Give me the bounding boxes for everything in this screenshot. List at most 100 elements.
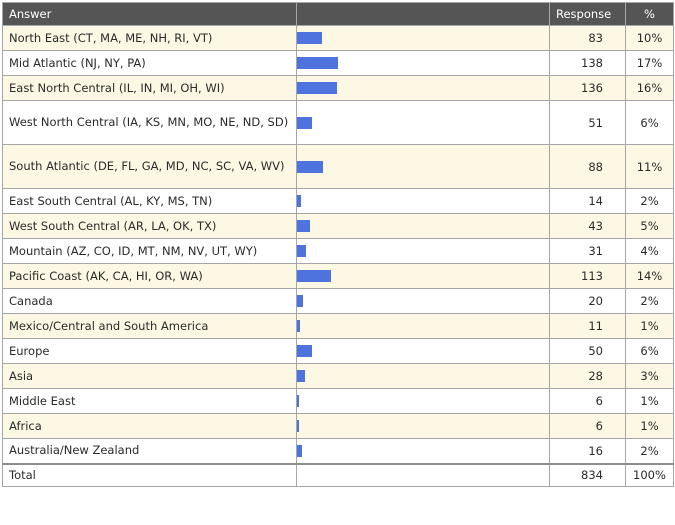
response-bar — [297, 320, 300, 332]
total-label: Total — [2, 462, 297, 487]
response-count: 14 — [549, 188, 626, 214]
response-percent: 2% — [625, 188, 674, 214]
response-bar — [297, 82, 337, 94]
response-percent: 16% — [625, 75, 674, 101]
bar-cell — [296, 438, 550, 464]
bar-cell — [296, 363, 550, 389]
answer-cell: Asia — [2, 363, 297, 389]
table-row: Asia 28 3% — [2, 363, 674, 389]
table-row: Pacific Coast (AK, CA, HI, OR, WA) 113 14% — [2, 263, 674, 289]
response-percent: 6% — [625, 338, 674, 364]
answer-cell: Pacific Coast (AK, CA, HI, OR, WA) — [2, 263, 297, 289]
answer-cell: East North Central (IL, IN, MI, OH, WI) — [2, 75, 297, 101]
response-percent: 5% — [625, 213, 674, 239]
response-bar — [297, 57, 338, 69]
answer-cell: West South Central (AR, LA, OK, TX) — [2, 213, 297, 239]
response-bar — [297, 270, 331, 282]
total-row: Total 834 100% — [2, 462, 674, 487]
survey-results-table: Answer Response % North East (CT, MA, ME… — [2, 2, 674, 487]
table-row: Africa 6 1% — [2, 413, 674, 439]
answer-cell: West North Central (IA, KS, MN, MO, NE, … — [2, 100, 297, 145]
table-row: Australia/New Zealand 16 2% — [2, 438, 674, 464]
response-count: 88 — [549, 144, 626, 189]
bar-cell — [296, 288, 550, 314]
answer-cell: Mountain (AZ, CO, ID, MT, NM, NV, UT, WY… — [2, 238, 297, 264]
response-bar — [297, 32, 322, 44]
bar-cell — [296, 338, 550, 364]
table-row: North East (CT, MA, ME, NH, RI, VT) 83 10% — [2, 25, 674, 51]
table-row: Europe 50 6% — [2, 338, 674, 364]
response-bar — [297, 395, 299, 407]
response-percent: 1% — [625, 388, 674, 414]
table-row: West South Central (AR, LA, OK, TX) 43 5% — [2, 213, 674, 239]
response-column-header: Response — [549, 2, 626, 26]
bar-cell — [296, 413, 550, 439]
answer-cell: South Atlantic (DE, FL, GA, MD, NC, SC, … — [2, 144, 297, 189]
bar-cell — [296, 263, 550, 289]
bar-cell — [296, 213, 550, 239]
bar-cell — [296, 388, 550, 414]
answer-cell: Mid Atlantic (NJ, NY, PA) — [2, 50, 297, 76]
bar-column-header — [296, 2, 550, 26]
response-percent: 1% — [625, 413, 674, 439]
bar-cell — [296, 75, 550, 101]
answer-cell: East South Central (AL, KY, MS, TN) — [2, 188, 297, 214]
total-bar-cell — [296, 462, 550, 487]
table-row: Mountain (AZ, CO, ID, MT, NM, NV, UT, WY… — [2, 238, 674, 264]
response-count: 6 — [549, 388, 626, 414]
answer-cell: Canada — [2, 288, 297, 314]
bar-cell — [296, 188, 550, 214]
response-count: 20 — [549, 288, 626, 314]
percent-column-header: % — [625, 2, 674, 26]
response-count: 28 — [549, 363, 626, 389]
response-count: 83 — [549, 25, 626, 51]
response-count: 51 — [549, 100, 626, 145]
table-row: South Atlantic (DE, FL, GA, MD, NC, SC, … — [2, 144, 674, 189]
response-count: 43 — [549, 213, 626, 239]
response-bar — [297, 116, 312, 129]
response-bar — [297, 345, 312, 357]
table-row: Mexico/Central and South America 11 1% — [2, 313, 674, 339]
table-row: Canada 20 2% — [2, 288, 674, 314]
answer-cell: Mexico/Central and South America — [2, 313, 297, 339]
table-row: West North Central (IA, KS, MN, MO, NE, … — [2, 100, 674, 145]
response-percent: 6% — [625, 100, 674, 145]
response-percent: 4% — [625, 238, 674, 264]
answer-cell: Australia/New Zealand — [2, 438, 297, 464]
response-percent: 14% — [625, 263, 674, 289]
answer-column-header: Answer — [2, 2, 297, 26]
response-count: 138 — [549, 50, 626, 76]
response-bar — [297, 444, 302, 457]
total-percent: 100% — [625, 462, 674, 487]
total-response: 834 — [549, 462, 626, 487]
response-count: 136 — [549, 75, 626, 101]
bar-cell — [296, 238, 550, 264]
bar-cell — [296, 25, 550, 51]
response-percent: 11% — [625, 144, 674, 189]
table-row: East North Central (IL, IN, MI, OH, WI) 1… — [2, 75, 674, 101]
answer-cell: Africa — [2, 413, 297, 439]
bar-cell — [296, 100, 550, 145]
response-count: 16 — [549, 438, 626, 464]
response-bar — [297, 370, 305, 382]
response-count: 50 — [549, 338, 626, 364]
response-count: 31 — [549, 238, 626, 264]
table-body: North East (CT, MA, ME, NH, RI, VT) 83 10%… — [2, 25, 674, 464]
table-row: East South Central (AL, KY, MS, TN) 14 2% — [2, 188, 674, 214]
answer-cell: Middle East — [2, 388, 297, 414]
response-count: 6 — [549, 413, 626, 439]
answer-cell: Europe — [2, 338, 297, 364]
response-bar — [297, 220, 310, 232]
response-percent: 10% — [625, 25, 674, 51]
bar-cell — [296, 144, 550, 189]
response-percent: 2% — [625, 438, 674, 464]
response-percent: 3% — [625, 363, 674, 389]
response-bar — [297, 295, 303, 307]
response-bar — [297, 420, 299, 432]
bar-cell — [296, 50, 550, 76]
response-bar — [297, 195, 301, 207]
table-header-row: Answer Response % — [2, 2, 674, 26]
table-row: Middle East 6 1% — [2, 388, 674, 414]
answer-cell: North East (CT, MA, ME, NH, RI, VT) — [2, 25, 297, 51]
response-percent: 1% — [625, 313, 674, 339]
